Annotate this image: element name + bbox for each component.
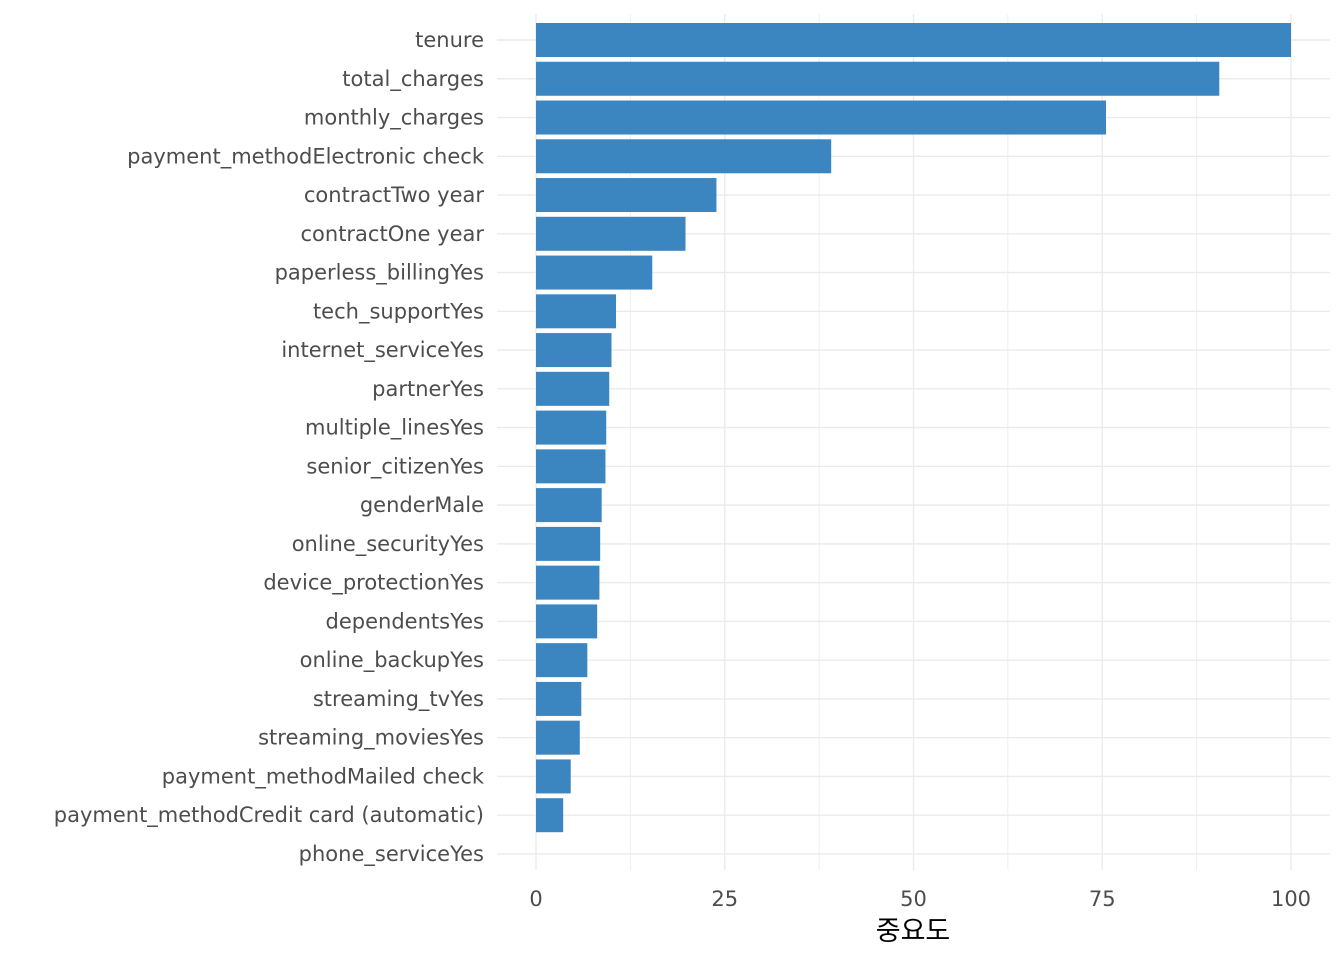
bar-device-protectionyes (536, 565, 600, 600)
bar-monthly-charges (536, 100, 1107, 135)
category-label: senior_citizenYes (306, 454, 484, 479)
bar-total-charges (536, 61, 1220, 96)
category-label: internet_serviceYes (281, 338, 484, 363)
bar-multiple-linesyes (536, 410, 607, 445)
bar-dependentsyes (536, 604, 598, 639)
bar-senior-citizenyes (536, 449, 606, 484)
category-label: payment_methodCredit card (automatic) (54, 803, 484, 828)
category-label: total_charges (342, 67, 484, 92)
category-label: tenure (415, 28, 484, 52)
x-tick-label: 0 (529, 887, 542, 911)
bar-tenure (536, 23, 1291, 57)
category-label: online_securityYes (292, 532, 484, 557)
x-tick-label: 75 (1089, 887, 1116, 911)
category-label: partnerYes (372, 377, 484, 401)
bar-payment-methodcredit-card-automatic- (536, 798, 564, 833)
x-tick-label: 100 (1271, 887, 1311, 911)
bar-contracttwo-year (536, 178, 717, 213)
category-label: monthly_charges (304, 106, 484, 131)
bar-streaming-moviesyes (536, 720, 580, 755)
x-tick-label: 25 (711, 887, 738, 911)
category-label: multiple_linesYes (305, 416, 484, 441)
category-label: contractOne year (300, 222, 484, 246)
bar-online-securityyes (536, 526, 601, 561)
category-label: streaming_moviesYes (258, 726, 484, 751)
bar-payment-methodelectronic-check (536, 139, 832, 174)
bar-contractone-year (536, 216, 686, 251)
category-label: tech_supportYes (313, 299, 484, 324)
bar-streaming-tvyes (536, 681, 582, 716)
category-label: genderMale (360, 493, 484, 517)
bar-internet-serviceyes (536, 333, 612, 368)
category-label: dependentsYes (326, 609, 484, 633)
category-labels: tenure total_charges monthly_chargespaymen… (54, 28, 485, 867)
category-label: phone_serviceYes (299, 842, 484, 867)
bar-partneryes (536, 371, 610, 406)
x-tick-label: 50 (900, 887, 927, 911)
bar-tech-supportyes (536, 294, 617, 329)
category-label: contractTwo year (304, 183, 484, 207)
category-label: payment_methodMailed check (162, 764, 485, 789)
bar-payment-methodmailed-check (536, 759, 571, 794)
x-axis-ticks: 0 25 50 75 100 (529, 887, 1311, 911)
bars (536, 23, 1291, 833)
bar-paperless-billingyes (536, 255, 653, 290)
category-label: online_backupYes (300, 648, 484, 673)
bar-online-backupyes (536, 643, 588, 678)
category-label: payment_methodElectronic check (127, 144, 485, 169)
x-axis-title: 중요도 (876, 916, 951, 947)
category-label: streaming_tvYes (313, 687, 484, 712)
category-label: device_protectionYes (263, 571, 484, 596)
category-label: paperless_billingYes (275, 261, 484, 286)
bar-gendermale (536, 488, 602, 523)
